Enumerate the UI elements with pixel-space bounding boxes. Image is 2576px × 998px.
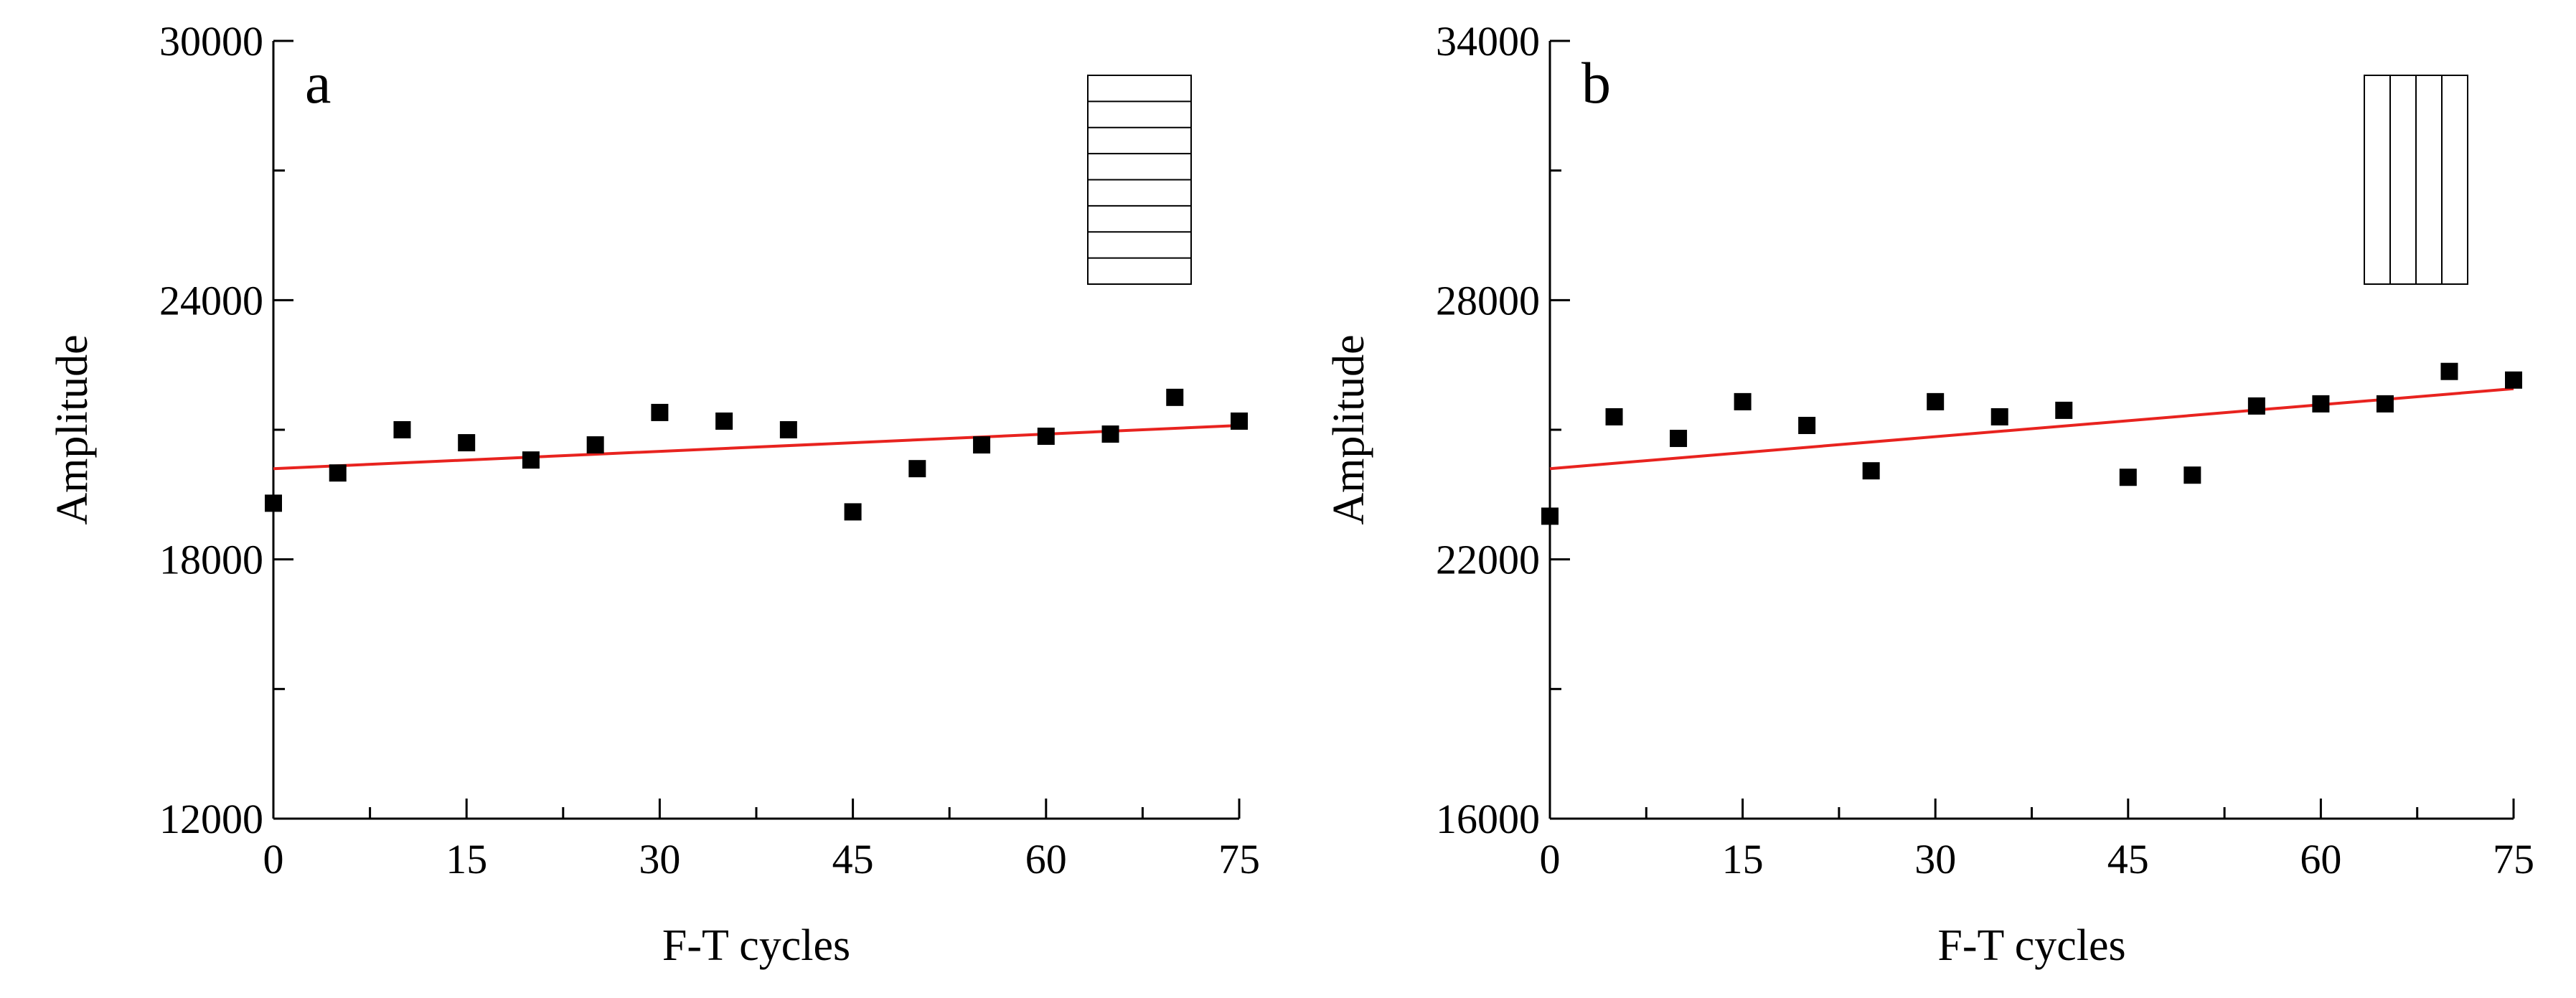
data-point — [2440, 362, 2458, 380]
data-point — [715, 412, 733, 430]
data-point — [1990, 408, 2008, 425]
data-point — [1862, 462, 1880, 480]
data-point — [2055, 401, 2073, 419]
data-point — [522, 451, 540, 469]
fit-line — [1549, 387, 2514, 471]
data-point — [2184, 466, 2201, 484]
panel-b: 0 15 30 45 60 75 16000 22000 28000 34000 F-T cycle… — [1325, 18, 2534, 970]
data-point — [329, 464, 347, 482]
y-tick-label: 24000 — [159, 277, 263, 324]
fit-line — [273, 423, 1240, 471]
data-point — [1541, 507, 1559, 525]
x-tick-label: 30 — [639, 836, 680, 882]
data-point — [1037, 428, 1055, 446]
panel-label: b — [1581, 50, 1611, 116]
data-point — [1166, 388, 1184, 406]
x-tick-label: 0 — [1540, 836, 1561, 882]
x-axis-title: F-T cycles — [1937, 921, 2125, 970]
x-tick-label: 30 — [1914, 836, 1956, 882]
x-tick-label: 15 — [446, 836, 487, 882]
data-point — [2312, 395, 2330, 413]
x-tick-label: 60 — [2300, 836, 2341, 882]
x-axis-title: F-T cycles — [662, 921, 850, 970]
y-tick-label: 22000 — [1436, 537, 1540, 583]
x-tick-label: 15 — [1722, 836, 1764, 882]
y-axis-title: Amplitude — [1325, 334, 1373, 524]
y-tick-label: 28000 — [1436, 277, 1540, 324]
data-point — [1231, 412, 1248, 430]
panel-label: a — [305, 50, 331, 116]
y-tick-label: 16000 — [1436, 796, 1540, 842]
y-axis-title: Amplitude — [48, 334, 97, 524]
data-point — [651, 403, 669, 421]
x-tick-label: 45 — [832, 836, 874, 882]
data-point — [844, 503, 862, 521]
data-point — [1670, 430, 1688, 448]
panel-a: 0 15 30 45 60 75 12000 18000 24000 30000 F-T cycle… — [48, 18, 1260, 970]
data-point — [1605, 408, 1623, 425]
horizontal-layers-icon — [1087, 75, 1192, 285]
x-tick-label: 75 — [1218, 836, 1260, 882]
vertical-layers-icon — [2364, 75, 2468, 285]
data-point — [2505, 371, 2522, 389]
data-point — [1927, 392, 1945, 410]
data-point — [2376, 395, 2394, 413]
data-point — [586, 436, 604, 454]
x-tick-label: 45 — [2107, 836, 2149, 882]
x-tick-label: 75 — [2493, 836, 2534, 882]
data-point — [265, 494, 282, 512]
y-tick-label: 34000 — [1436, 18, 1540, 65]
data-point — [1101, 425, 1119, 443]
data-point — [1734, 392, 1752, 410]
data-point — [2247, 397, 2265, 415]
data-point — [1798, 416, 1816, 434]
y-tick-label: 18000 — [159, 537, 263, 583]
data-point — [458, 434, 476, 452]
y-tick-label: 30000 — [159, 18, 263, 65]
x-tick-label: 60 — [1025, 836, 1067, 882]
data-point — [393, 421, 411, 438]
data-point — [779, 421, 797, 438]
x-tick-label: 0 — [263, 836, 284, 882]
data-point — [2119, 469, 2137, 486]
data-point — [973, 436, 991, 454]
data-point — [908, 460, 926, 478]
y-tick-label: 12000 — [159, 796, 263, 842]
